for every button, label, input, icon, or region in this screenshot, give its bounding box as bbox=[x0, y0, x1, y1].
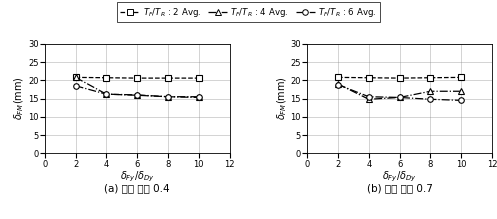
X-axis label: $\delta_{Fy}/\delta_{Dy}$: $\delta_{Fy}/\delta_{Dy}$ bbox=[120, 170, 155, 184]
X-axis label: $\delta_{Fy}/\delta_{Dy}$: $\delta_{Fy}/\delta_{Dy}$ bbox=[382, 170, 417, 184]
Title: (b) 내력 비율 0.7: (b) 내력 비율 0.7 bbox=[367, 183, 432, 193]
Legend: $T_F/T_R$ : 2 Avg., $T_F/T_R$ : 4 Avg., $T_F/T_R$ : 6 Avg.: $T_F/T_R$ : 2 Avg., $T_F/T_R$ : 4 Avg., … bbox=[117, 2, 380, 22]
Y-axis label: $\delta_{FM}$(mm): $\delta_{FM}$(mm) bbox=[275, 77, 289, 120]
Y-axis label: $\delta_{FM}$(mm): $\delta_{FM}$(mm) bbox=[13, 77, 26, 120]
Title: (a) 내력 비율 0.4: (a) 내력 비율 0.4 bbox=[104, 183, 170, 193]
